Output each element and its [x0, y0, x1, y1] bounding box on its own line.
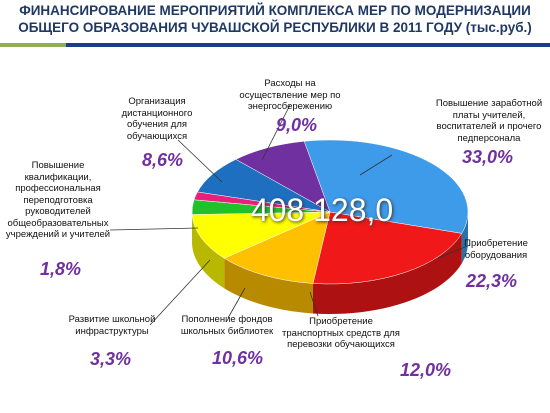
value-label: 10,6%: [212, 348, 264, 368]
slice-side: [461, 212, 468, 264]
chart-title: ФИНАНСИРОВАНИЕ МЕРОПРИЯТИЙ КОМПЛЕКСА МЕР…: [18, 3, 532, 35]
category-label: Приобретение транспортных средств для пе…: [282, 316, 400, 350]
pie: [191, 139, 469, 314]
leader-lines: [109, 104, 471, 326]
value-label: 1,8%: [40, 259, 82, 279]
slice: [223, 211, 331, 284]
value-label: 8,6%: [142, 150, 184, 170]
value-label: 22,3%: [466, 271, 518, 291]
slice-side: [312, 233, 462, 314]
value-label: 12,0%: [400, 360, 452, 380]
slice: [312, 211, 463, 285]
category-label: Организация дистанционного обучения для …: [121, 96, 193, 142]
center-label: 408 128,0: [250, 192, 394, 228]
title-rule: [0, 43, 550, 47]
category-label: Развитие школьной инфраструктуры: [68, 314, 156, 337]
value-label: 33,0%: [462, 147, 514, 167]
category-label: Пополнение фондов школьных библиотек: [180, 314, 274, 337]
category-label: Приобретение оборудования: [464, 238, 528, 261]
value-label: 9,0%: [276, 115, 318, 135]
value-label: 3,3%: [90, 349, 132, 369]
slice-side: [224, 258, 313, 314]
slice: [235, 141, 331, 213]
category-label: Расходы на осуществление мер по энергосб…: [239, 78, 341, 112]
category-label: Повышение заработной платы учителей, вос…: [435, 98, 543, 144]
slice-side: [192, 214, 225, 289]
slice: [303, 139, 469, 234]
slice: [191, 211, 331, 259]
category-label: Повышение квалификации, профессиональная…: [5, 160, 111, 240]
